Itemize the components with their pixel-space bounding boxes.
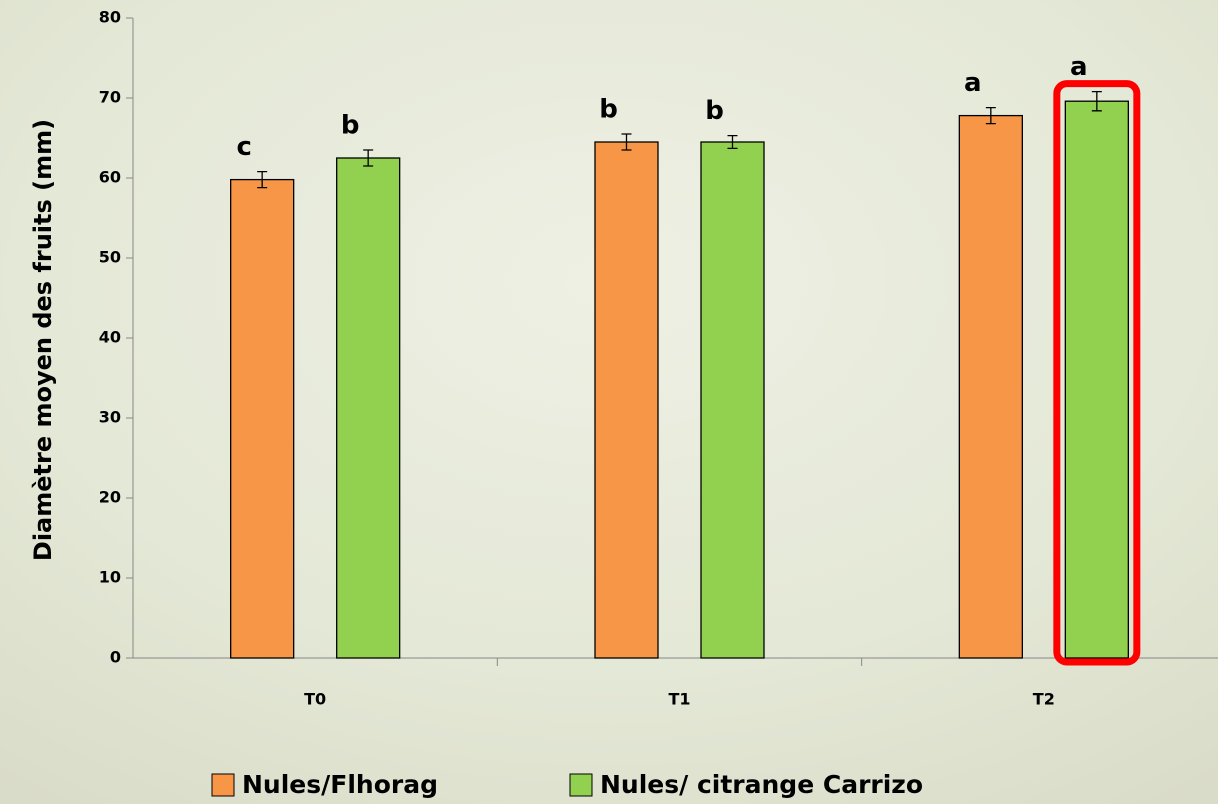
- bar: [230, 178, 295, 659]
- bar: [700, 141, 765, 659]
- y-tick-label: 0: [110, 648, 121, 667]
- x-tick-label: T2: [1033, 690, 1055, 709]
- y-tick-label: 10: [99, 568, 121, 587]
- y-tick-label: 70: [99, 88, 121, 107]
- x-tick-label: T1: [668, 690, 690, 709]
- bar: [336, 157, 401, 659]
- significance-letter: b: [599, 95, 618, 125]
- bar: [594, 141, 659, 659]
- legend-swatch: [569, 773, 593, 797]
- y-axis-label: Diamètre moyen des fruits (mm): [29, 119, 57, 561]
- bar: [958, 114, 1023, 659]
- significance-letter: a: [964, 68, 982, 98]
- error-bar: [985, 106, 996, 125]
- error-bar: [727, 134, 738, 150]
- y-tick-label: 20: [99, 488, 121, 507]
- y-tick-label: 80: [99, 8, 121, 27]
- y-tick-label: 50: [99, 248, 121, 267]
- y-tick-label: 30: [99, 408, 121, 427]
- significance-letter: c: [236, 132, 251, 162]
- error-bar: [621, 133, 632, 151]
- legend-swatch: [211, 773, 235, 797]
- legend-label: Nules/Flhorag: [242, 770, 438, 799]
- y-tick-label: 40: [99, 328, 121, 347]
- error-bar: [1091, 90, 1102, 112]
- significance-letter: a: [1070, 52, 1088, 82]
- significance-letter: b: [341, 111, 360, 141]
- x-tick-label: T0: [304, 690, 326, 709]
- y-tick-label: 60: [99, 168, 121, 187]
- legend-label: Nules/ citrange Carrizo: [600, 770, 923, 799]
- significance-letter: b: [705, 96, 724, 126]
- error-bar: [257, 170, 268, 189]
- highlight-box: [1053, 80, 1141, 666]
- bar: [1064, 100, 1129, 659]
- error-bar: [363, 149, 374, 167]
